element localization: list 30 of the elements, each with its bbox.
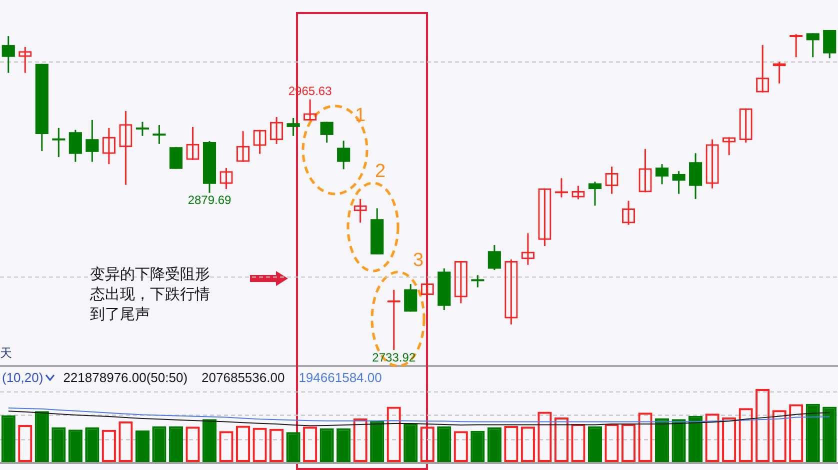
candlestick bbox=[52, 127, 66, 158]
candlestick bbox=[2, 35, 15, 74]
text: 2879.69 bbox=[188, 193, 232, 208]
candlestick bbox=[136, 121, 149, 137]
candlestick bbox=[471, 274, 484, 288]
candlestick bbox=[169, 146, 183, 170]
text: 221878976.00(50:50) bbox=[63, 370, 188, 385]
annotation: 3 bbox=[413, 250, 424, 272]
chart-title: (10,20) bbox=[2, 370, 44, 385]
candlestick bbox=[488, 244, 501, 271]
annotation: 1 bbox=[355, 105, 366, 127]
candlestick bbox=[806, 32, 820, 58]
candlestick bbox=[823, 29, 836, 59]
candlestick bbox=[655, 163, 669, 185]
candlestick bbox=[320, 121, 334, 144]
candlestick bbox=[404, 283, 418, 312]
candlestick bbox=[672, 170, 686, 195]
annotation: 天 bbox=[0, 345, 12, 362]
candlestick bbox=[337, 140, 350, 170]
text: 207685536.00 bbox=[202, 370, 285, 385]
candlestick bbox=[689, 152, 702, 200]
text: 194661584.00 bbox=[298, 370, 382, 385]
annotation: 变异的下降受阻形态出现，下跌行情到了尾声 bbox=[90, 265, 211, 325]
annotation: 2 bbox=[375, 161, 386, 183]
candlestick bbox=[86, 119, 99, 163]
candlestick bbox=[286, 117, 300, 137]
candlestick bbox=[790, 33, 803, 58]
candlestick bbox=[152, 124, 166, 145]
candlestick bbox=[588, 180, 602, 206]
candlestick bbox=[68, 129, 82, 163]
